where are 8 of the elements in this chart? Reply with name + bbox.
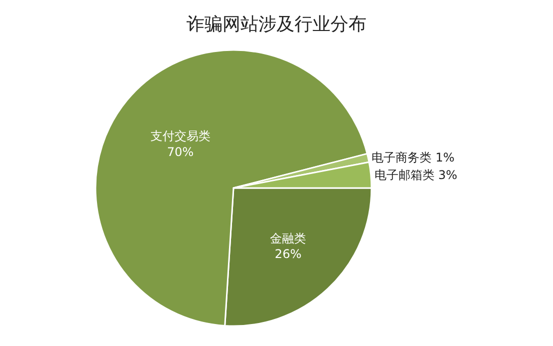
slice-label: 金融类	[270, 231, 306, 246]
slice-label: 电子商务类 1%	[372, 150, 455, 165]
chart-title: 诈骗网站涉及行业分布	[186, 14, 366, 35]
slice-label: 支付交易类	[150, 129, 210, 144]
pie-slice	[94, 49, 368, 326]
slice-label: 电子邮箱类 3%	[374, 168, 458, 182]
data-label: 26%	[274, 246, 302, 261]
data-label: 70%	[167, 144, 194, 159]
